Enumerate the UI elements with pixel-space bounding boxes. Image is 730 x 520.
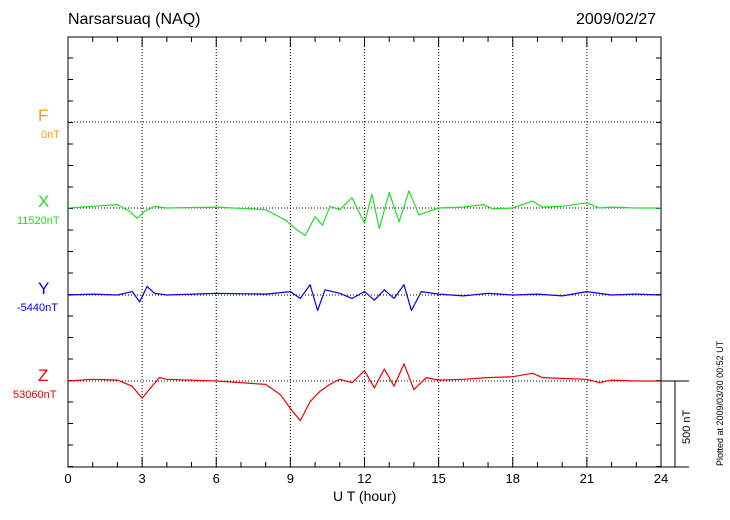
series-x-line — [67, 190, 661, 237]
channel-y-baseline: -5440nT — [17, 302, 58, 314]
x-tick-label-12: 12 — [357, 471, 371, 486]
x-tick-label-3: 3 — [139, 471, 146, 486]
x-tick-label-21: 21 — [580, 471, 594, 486]
series-z-line — [67, 363, 661, 422]
channel-f-baseline: 0nT — [41, 129, 60, 141]
x-tick-label-18: 18 — [506, 471, 520, 486]
plot-frame — [67, 36, 662, 468]
series-lines — [67, 190, 662, 422]
x-tick-label-15: 15 — [431, 471, 445, 486]
series-y-line — [67, 284, 662, 312]
x-tick-label-0: 0 — [64, 471, 71, 486]
station-title: Narsarsuaq (NAQ) — [68, 11, 201, 28]
scale-bar — [661, 380, 689, 468]
channel-f-label: F — [38, 106, 49, 125]
plot-date: 2009/02/27 — [576, 11, 657, 28]
channel-z-label: Z — [38, 366, 49, 385]
plot-border — [67, 36, 662, 468]
channel-y-label: Y — [38, 279, 50, 298]
channel-x-baseline: 11520nT — [17, 215, 60, 227]
x-tick-label-9: 9 — [287, 471, 294, 486]
x-tick-label-24: 24 — [654, 471, 668, 486]
channel-x-label: X — [38, 192, 50, 211]
x-tick-labels: 0 3 6 9 12 15 18 21 24 — [64, 471, 668, 486]
plotted-timestamp: Plotted at 2009/03/30 00:52 UT — [715, 340, 725, 466]
channel-z-baseline: 53060nT — [13, 389, 57, 401]
x-axis-label: U T (hour) — [333, 488, 397, 504]
scale-bar-label: 500 nT — [681, 409, 693, 444]
x-tick-label-6: 6 — [213, 471, 220, 486]
grid-lines — [68, 37, 661, 467]
